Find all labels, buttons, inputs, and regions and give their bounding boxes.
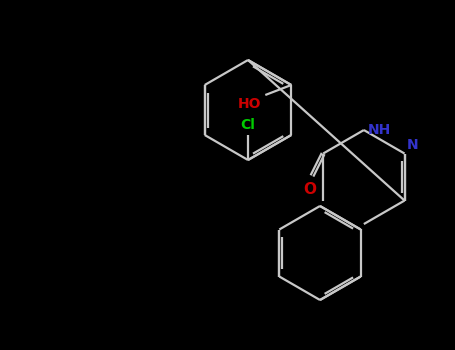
Text: HO: HO [238, 97, 261, 111]
Text: N: N [407, 138, 418, 152]
Text: O: O [303, 182, 317, 197]
Text: Cl: Cl [241, 118, 255, 132]
Text: NH: NH [368, 123, 391, 137]
